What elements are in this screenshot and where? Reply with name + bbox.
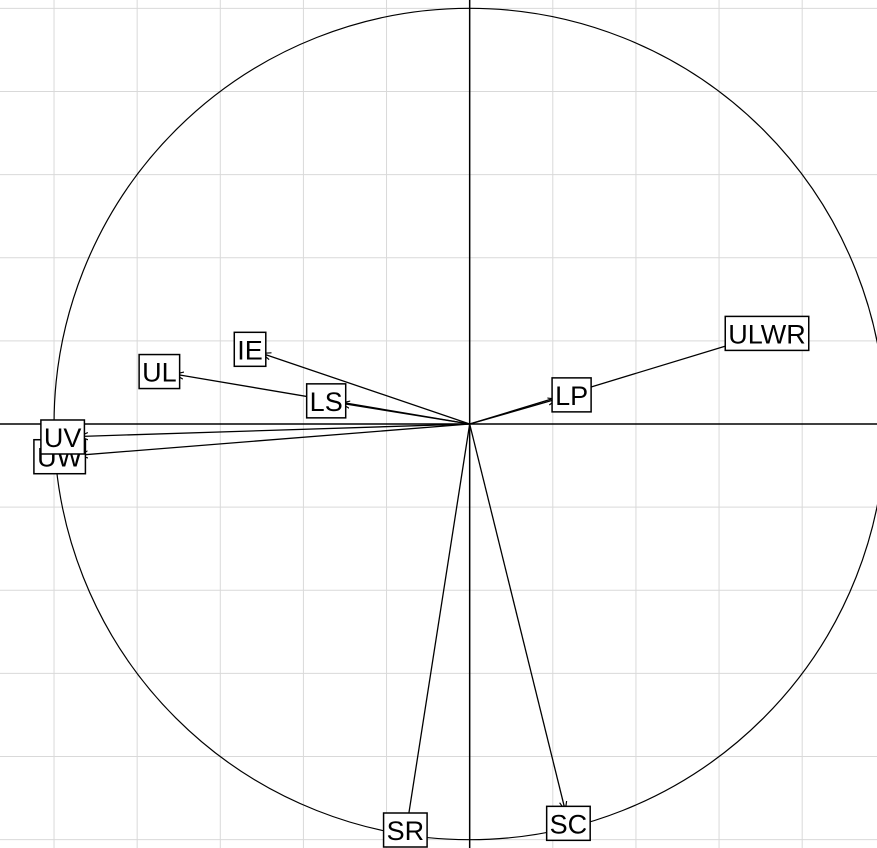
- variable-name: SR: [387, 816, 425, 846]
- variable-name: SC: [550, 809, 588, 839]
- vector-arrow: [407, 423, 471, 823]
- label-box: [551, 377, 592, 413]
- vector-arrow: [469, 399, 557, 425]
- variable-name: ULWR: [728, 319, 806, 349]
- variable-label: SC: [545, 805, 591, 842]
- variable-name: LS: [310, 387, 343, 417]
- variable-label: LP: [551, 377, 592, 413]
- vector-arrow: [79, 423, 470, 436]
- label-box: [40, 419, 86, 455]
- vector-arrow: [469, 343, 736, 425]
- variable-name: IE: [237, 335, 263, 365]
- variable-name: UV: [44, 423, 82, 453]
- variable-label: UL: [138, 353, 181, 390]
- label-box: [545, 805, 591, 842]
- label-box: [724, 315, 810, 352]
- label-box: [138, 353, 181, 390]
- label-box: [233, 331, 267, 368]
- label-box: [305, 383, 347, 419]
- variable-label: SR: [382, 812, 428, 848]
- label-box: [382, 812, 428, 848]
- variable-label: UV: [40, 419, 86, 455]
- vector-arrow: [79, 423, 470, 455]
- variable-name: UL: [142, 358, 177, 388]
- vector-arrow: [469, 423, 566, 811]
- variable-label: LS: [305, 383, 347, 419]
- vector-arrow: [341, 403, 470, 425]
- variable-name: LP: [555, 381, 588, 411]
- variable-label: IE: [233, 331, 267, 368]
- vector-arrow: [262, 353, 470, 425]
- variable-label: ULWR: [724, 315, 810, 352]
